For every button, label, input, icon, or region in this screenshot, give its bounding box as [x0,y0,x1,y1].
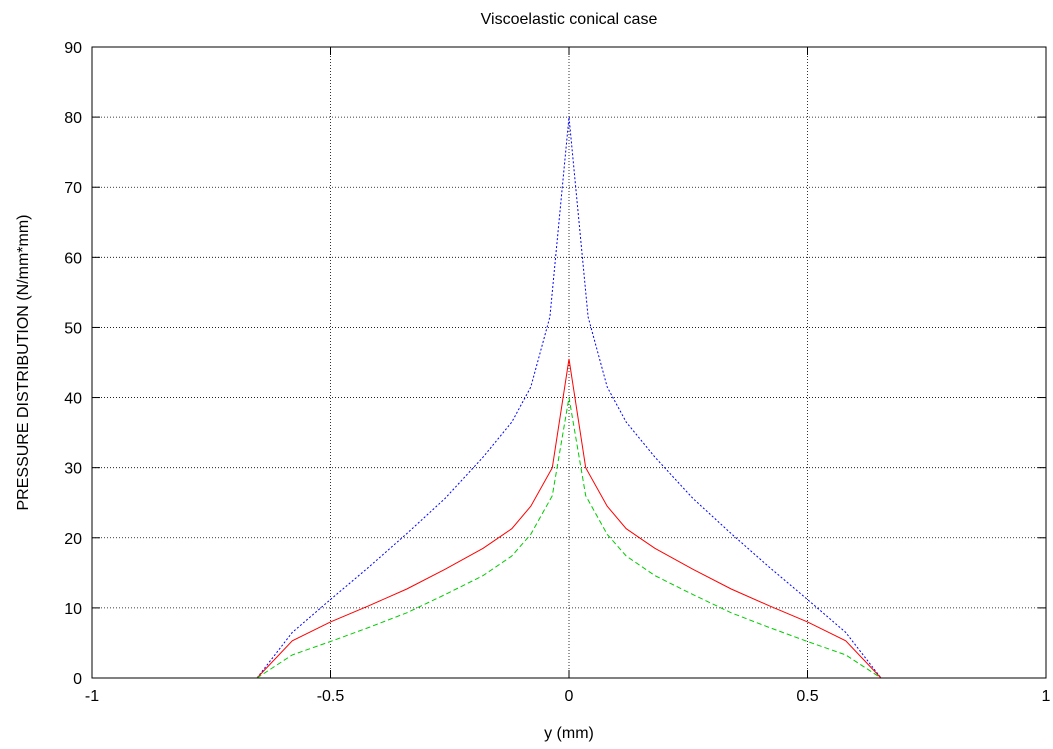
series-line-dotted [256,117,882,679]
ticks [91,46,1047,679]
y-tick-label: 80 [64,110,82,127]
y-tick-label: 40 [64,391,82,408]
y-tick-label: 10 [64,601,82,618]
series-line-dashed [256,397,882,679]
y-tick-label: 70 [64,180,82,197]
y-tick-label: 50 [64,320,82,337]
y-tick-label: 0 [73,671,82,688]
chart-title: Viscoelastic conical case [481,11,658,28]
y-tick-label: 30 [64,461,82,478]
x-tick-label: -1 [85,688,99,705]
x-tick-label: 0.5 [796,688,818,705]
grid [92,47,1046,678]
series-line-solid [256,358,882,679]
x-tick-label: 0 [565,688,574,705]
x-axis-label: y (mm) [544,725,594,742]
y-tick-label: 90 [64,40,82,57]
y-tick-label: 60 [64,250,82,267]
y-tick-label: 20 [64,531,82,548]
y-axis-label: PRESSURE DISTRIBUTION (N/mm*mm) [15,215,32,511]
series-layer [256,117,882,679]
x-tick-label: -0.5 [317,688,345,705]
x-tick-label: 1 [1042,688,1051,705]
